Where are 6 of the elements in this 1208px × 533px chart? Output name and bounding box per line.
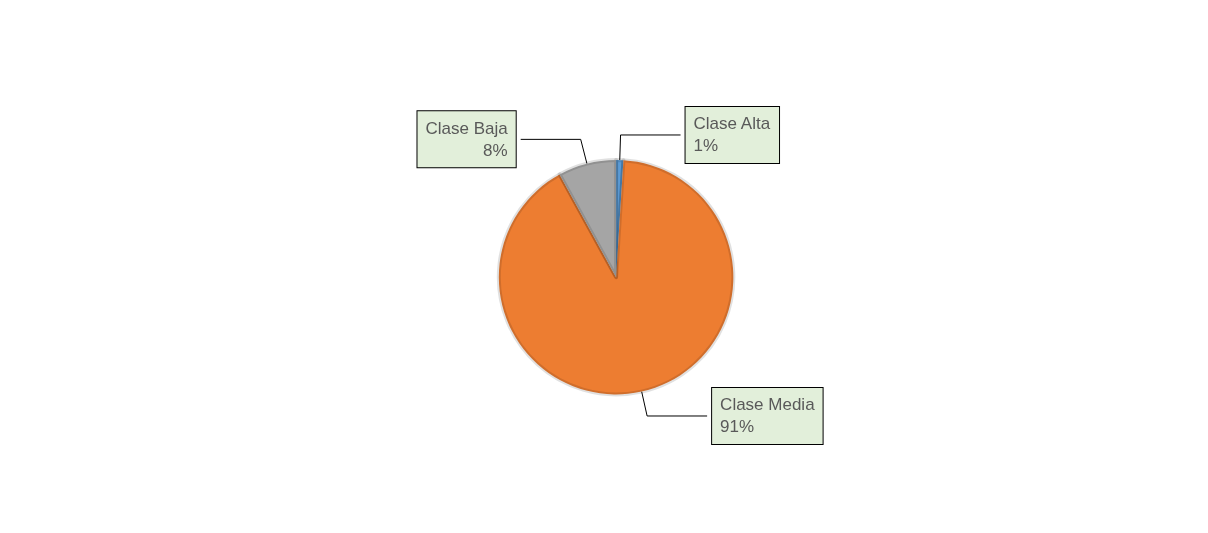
data-label: 91% xyxy=(720,417,755,437)
data-label: 1% xyxy=(693,136,719,156)
slice-label: Clase Baja xyxy=(425,118,509,138)
data-label: 8% xyxy=(483,140,508,160)
slice-label: Clase Alta xyxy=(693,114,771,134)
slice-label: Clase Media xyxy=(720,395,816,415)
